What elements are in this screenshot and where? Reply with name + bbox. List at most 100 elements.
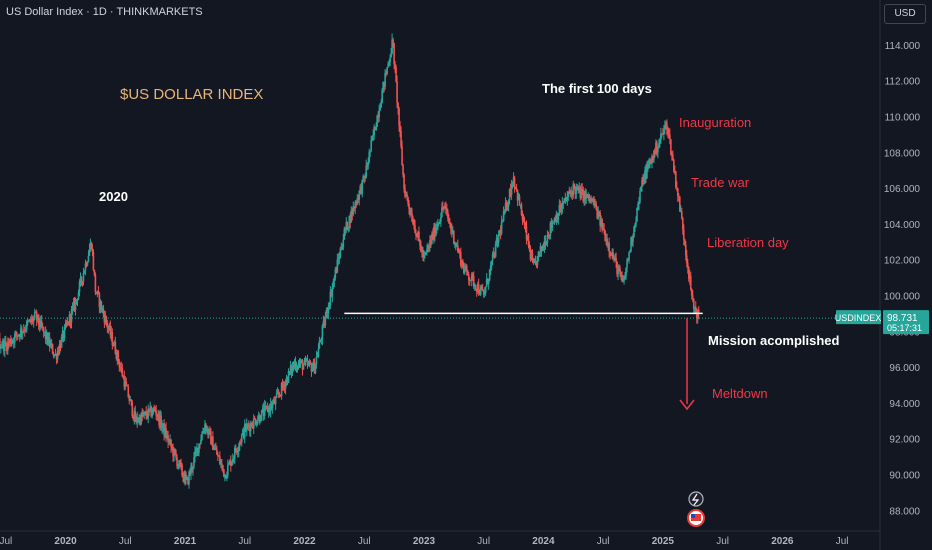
y-tick-label: 104.000 [884, 220, 921, 231]
candle-body [537, 251, 540, 257]
candle-body [498, 230, 501, 235]
lightning-icon[interactable] [688, 491, 704, 507]
candle-body [660, 133, 662, 141]
candle-body [395, 67, 397, 82]
candle-body [475, 289, 478, 292]
candle-body [250, 423, 253, 427]
candle-body [547, 234, 550, 237]
candle-body [259, 420, 262, 422]
candle-body [353, 206, 356, 209]
candle-body [86, 261, 89, 266]
candle-body [448, 218, 450, 223]
candle-body [19, 328, 22, 337]
candle-body [600, 219, 602, 226]
candle-body [325, 309, 328, 318]
candle-body [476, 284, 479, 292]
candle-body [595, 203, 597, 209]
candle-body [446, 208, 448, 212]
x-tick-label: 2024 [532, 536, 555, 547]
candle-body [83, 271, 86, 274]
currency-button[interactable]: USD [884, 4, 926, 24]
candle-body [570, 191, 573, 194]
candle-body [655, 142, 657, 155]
candle-body [438, 222, 440, 224]
candle-body [628, 252, 630, 261]
candle-body [622, 280, 624, 282]
candle-body [454, 243, 456, 245]
candle-body [380, 103, 382, 108]
candle-body [336, 259, 339, 273]
candle-body [440, 217, 442, 222]
candle-body [408, 203, 410, 209]
candle-body [121, 368, 124, 377]
candle-body [342, 239, 345, 247]
flag-icon[interactable] [687, 509, 705, 527]
candle-body [267, 407, 270, 412]
candle-body [373, 126, 375, 136]
candle-body [392, 39, 394, 43]
candle-body [682, 229, 685, 240]
y-tick-label: 110.000 [885, 112, 921, 123]
y-tick-label: 112.000 [885, 77, 921, 88]
price-axis[interactable]: 88.000 90.000 92.000 94.000 96.000 98.000 100.… [884, 41, 921, 517]
candle-body [66, 321, 69, 325]
candle-body [327, 306, 330, 314]
candle-body [601, 219, 603, 231]
candle-body [196, 447, 198, 451]
candle-body [665, 122, 667, 126]
candle-body [455, 243, 457, 246]
time-axis[interactable]: Jul 2020 Jul 2021 Jul 2022 Jul 2023 Jul 2024 Jul 20… [0, 536, 848, 547]
candle-body [619, 268, 621, 275]
candle-body [154, 408, 156, 411]
candle-body [37, 314, 40, 325]
candle-body [612, 252, 614, 260]
candle-body [469, 280, 472, 282]
candle-body [247, 425, 250, 427]
candle-body [604, 230, 606, 242]
candle-body [332, 281, 335, 288]
candle-body [685, 255, 688, 264]
candle-body [679, 196, 681, 212]
candle-body [160, 415, 162, 429]
candle-body [487, 280, 490, 284]
candle-body [356, 198, 359, 205]
candle-body [337, 258, 340, 260]
candle-body [510, 185, 513, 195]
candle-body [253, 418, 256, 420]
candle-body [167, 435, 169, 443]
liberation-day-annotation: Liberation day [707, 235, 789, 250]
candle-body [419, 239, 421, 246]
candle-body [177, 465, 179, 467]
candle-body [46, 332, 49, 345]
candle-body [404, 188, 406, 197]
chart-annotations: $US DOLLAR INDEX 2020 The first 100 days In… [99, 81, 840, 401]
candle-body [168, 440, 170, 443]
candle-body [424, 253, 426, 256]
candle-body [576, 186, 579, 188]
candle-body [20, 328, 23, 334]
candle-body [34, 312, 37, 314]
candle-body [462, 266, 465, 273]
candle-body [15, 332, 18, 336]
candle-body [555, 214, 558, 223]
candle-body [506, 206, 509, 210]
candle-body [42, 327, 45, 332]
candle-body [143, 412, 146, 415]
candle-body [405, 194, 407, 197]
candle-body [467, 274, 470, 280]
candle-body [387, 63, 389, 68]
candle-body [411, 213, 413, 222]
candle-body [632, 236, 634, 243]
y-tick-label: 114.000 [885, 41, 921, 52]
candle-body [631, 237, 633, 243]
candle-body [608, 243, 610, 252]
candle-body [418, 231, 420, 240]
candle-body [283, 385, 286, 389]
candle-body [258, 415, 261, 422]
candle-body [302, 364, 305, 370]
y-tick-label: 100.000 [884, 291, 921, 302]
candle-body [543, 241, 546, 248]
candle-body [688, 275, 691, 279]
